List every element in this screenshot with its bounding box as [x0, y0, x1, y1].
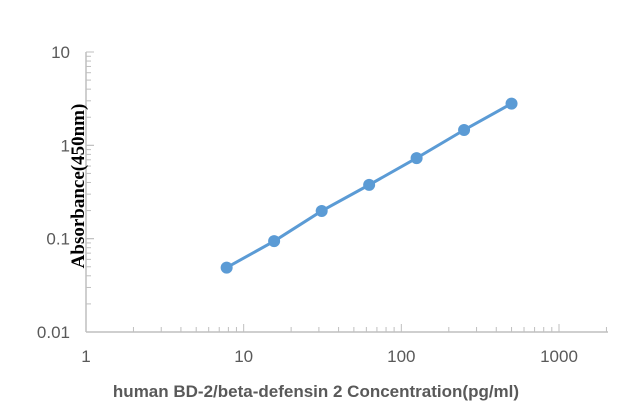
data-point: [268, 235, 281, 248]
x-tick-label: 10: [234, 347, 253, 366]
data-point: [458, 123, 471, 136]
data-point: [410, 152, 423, 165]
y-tick-label: 0.1: [46, 230, 70, 249]
x-tick-label: 1000: [540, 347, 578, 366]
data-point: [220, 261, 233, 274]
x-tick-labels: 1 10 100 1000: [81, 347, 578, 366]
data-point: [505, 97, 518, 110]
data-point: [363, 178, 376, 191]
x-axis-label: human BD-2/beta-defensin 2 Concentration…: [113, 382, 519, 401]
y-tick-label: 1: [61, 136, 70, 155]
axes: [85, 51, 608, 333]
y-axis-label: Absorbance(450nm): [68, 104, 89, 269]
x-tick-label: 100: [387, 347, 415, 366]
series: [220, 97, 518, 274]
y-tick-labels: 0.01 0.1 1 10: [37, 43, 70, 342]
x-tick-label: 1: [81, 347, 90, 366]
y-tick-label: 0.01: [37, 323, 70, 342]
y-tick-label: 10: [51, 43, 70, 62]
data-point: [315, 204, 328, 217]
